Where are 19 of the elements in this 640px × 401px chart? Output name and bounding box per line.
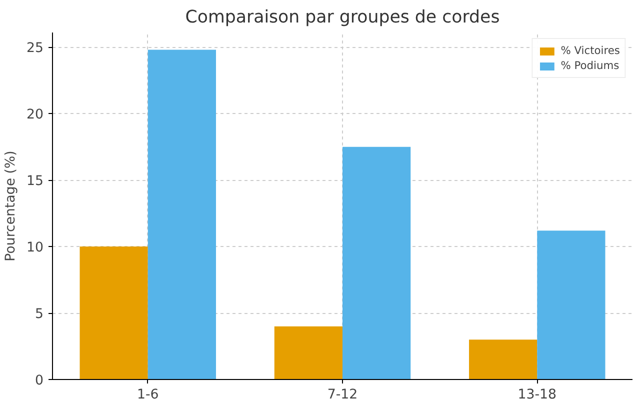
legend-label: % Podiums: [560, 59, 620, 72]
y-tick-label: 20: [26, 108, 44, 123]
bar: [274, 326, 342, 380]
y-tick-label: 5: [35, 307, 44, 322]
legend-label: % Victoires: [560, 44, 620, 57]
y-tick-label: 15: [26, 174, 44, 190]
bar: [80, 246, 148, 380]
y-axis-title: Pourcentage (%): [4, 150, 19, 262]
y-tick-label: 10: [26, 240, 44, 256]
x-tick-label: 13-18: [518, 388, 556, 401]
chart-title: Comparaison par groupes de cordes: [185, 8, 500, 28]
x-tick-label: 1-6: [136, 388, 159, 401]
y-tick-label: 25: [26, 41, 44, 56]
y-tick-label: 0: [35, 374, 44, 388]
x-tick-label: 7-12: [327, 388, 358, 401]
bar: [469, 340, 538, 380]
bar: [537, 230, 606, 380]
bar: [148, 50, 216, 380]
bar: [342, 146, 411, 380]
